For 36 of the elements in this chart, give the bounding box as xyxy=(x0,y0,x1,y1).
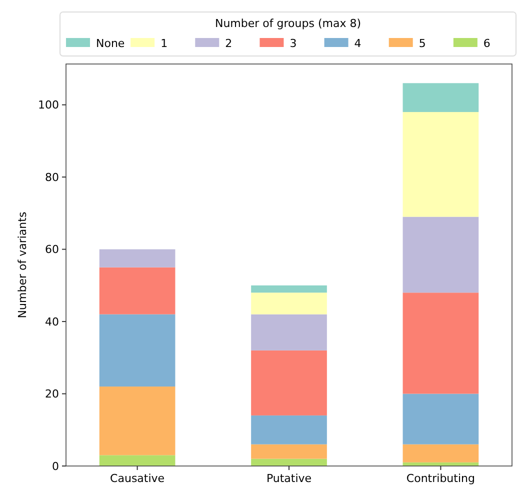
bar xyxy=(99,314,176,387)
bar xyxy=(251,458,327,466)
legend-label: 4 xyxy=(354,37,362,50)
y-tick-label: 20 xyxy=(45,388,59,401)
bar xyxy=(251,444,327,459)
y-tick-label: 60 xyxy=(45,243,59,256)
bar xyxy=(99,386,176,456)
legend-label: None xyxy=(96,37,125,50)
bar xyxy=(402,394,479,444)
x-tick-label: Contributing xyxy=(406,472,475,485)
legend-label: 6 xyxy=(483,37,490,50)
bar xyxy=(99,267,176,314)
y-tick-label: 80 xyxy=(45,170,59,184)
x-tick-label: Causative xyxy=(110,472,165,485)
y-axis-title: Number of variants xyxy=(16,212,29,318)
legend-label: 3 xyxy=(290,37,297,50)
y-tick-label: 100 xyxy=(38,98,59,112)
legend-label: 1 xyxy=(160,37,168,50)
bar xyxy=(251,415,327,444)
bar xyxy=(251,314,327,350)
bar xyxy=(251,350,327,416)
legend-title: Number of groups (max 8) xyxy=(214,17,362,30)
bar xyxy=(402,216,479,293)
bar xyxy=(402,83,479,112)
bar xyxy=(402,444,479,462)
bar xyxy=(402,112,479,217)
bar xyxy=(99,455,176,466)
bar xyxy=(251,285,327,293)
x-tick-label: Putative xyxy=(266,472,312,485)
legend-label: 5 xyxy=(418,37,426,50)
bar xyxy=(251,292,327,314)
bar xyxy=(99,249,176,268)
legend-label: 2 xyxy=(225,37,232,50)
y-tick-label: 0 xyxy=(52,460,59,473)
bar xyxy=(402,292,479,394)
y-tick-label: 40 xyxy=(45,315,59,328)
